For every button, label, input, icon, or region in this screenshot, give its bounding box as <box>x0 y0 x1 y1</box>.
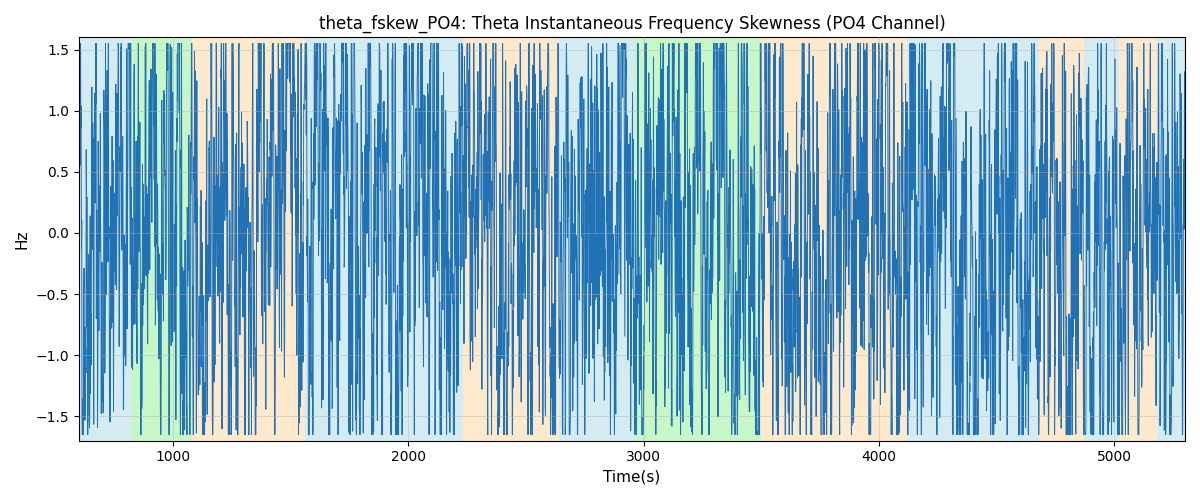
Bar <box>907 38 1039 440</box>
Bar <box>131 38 192 440</box>
Bar <box>761 38 785 440</box>
Bar <box>356 38 385 440</box>
Bar <box>1084 38 1120 440</box>
Bar <box>559 38 611 440</box>
Bar <box>192 38 305 440</box>
Bar <box>785 38 907 440</box>
Bar <box>1120 38 1157 440</box>
Bar <box>79 38 131 440</box>
Bar <box>462 38 559 440</box>
Bar <box>635 38 662 440</box>
Bar <box>385 38 462 440</box>
Title: theta_fskew_PO4: Theta Instantaneous Frequency Skewness (PO4 Channel): theta_fskew_PO4: Theta Instantaneous Fre… <box>318 15 946 34</box>
Bar <box>305 38 356 440</box>
Bar <box>662 38 761 440</box>
Y-axis label: Hz: Hz <box>14 230 30 249</box>
Bar <box>611 38 635 440</box>
X-axis label: Time(s): Time(s) <box>604 470 660 485</box>
Bar <box>1157 38 1186 440</box>
Bar <box>1039 38 1084 440</box>
